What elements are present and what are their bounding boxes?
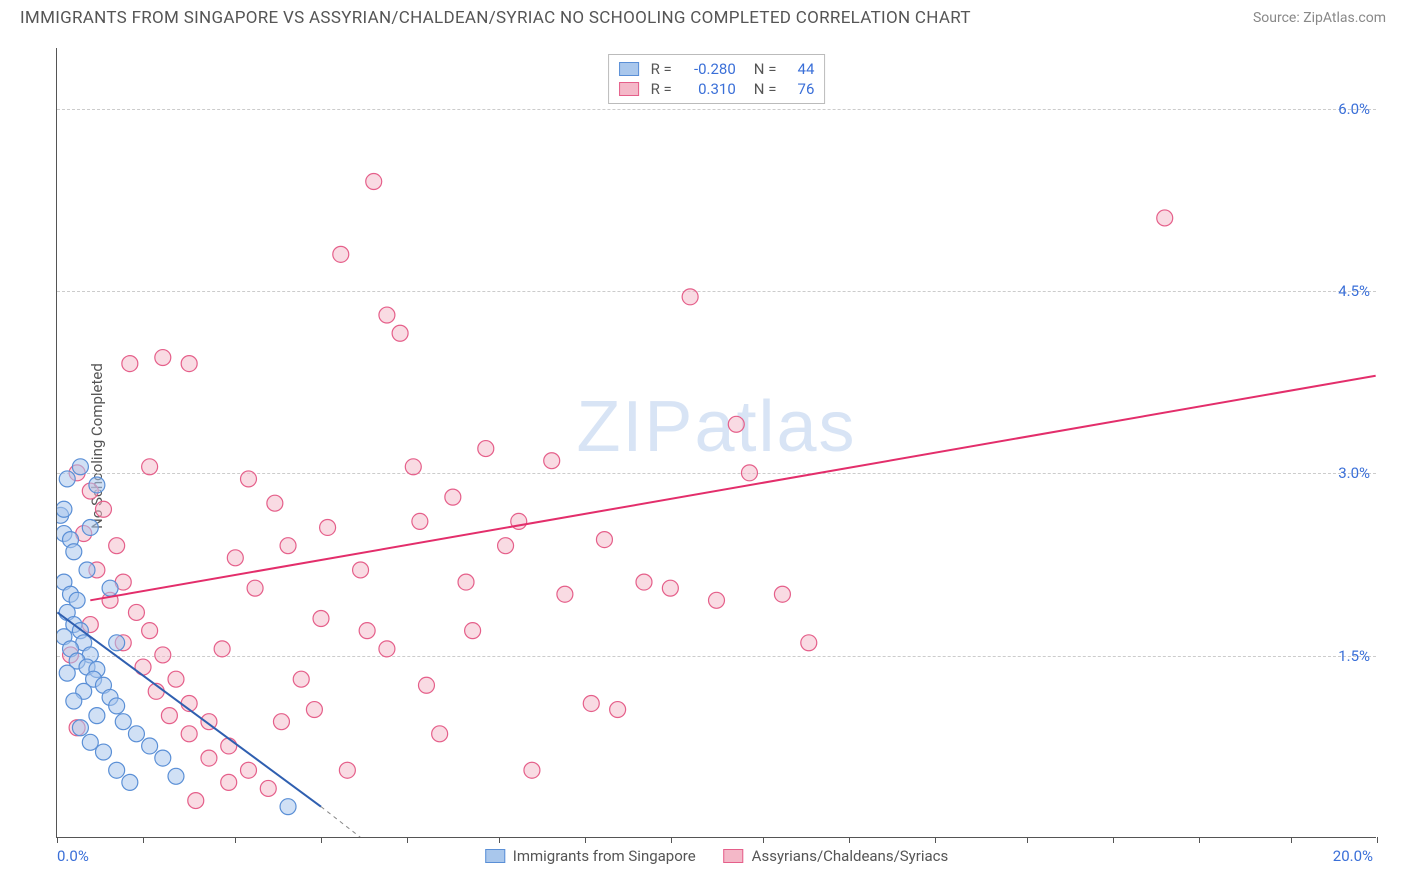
swatch-singapore <box>619 62 639 76</box>
legend-item-singapore: Immigrants from Singapore <box>485 847 696 865</box>
legend-row-assyrian: R = 0.310 N = 76 <box>619 79 815 99</box>
swatch-assyrian-bottom <box>724 849 744 863</box>
legend-item-assyrian: Assyrians/Chaldeans/Syriacs <box>724 847 949 865</box>
chart-header: IMMIGRANTS FROM SINGAPORE VS ASSYRIAN/CH… <box>0 0 1406 32</box>
series-legend: Immigrants from Singapore Assyrians/Chal… <box>485 847 949 865</box>
scatter-plot-svg <box>57 48 1376 837</box>
swatch-assyrian <box>619 82 639 96</box>
chart-plot-area: ZIPatlas 1.5%3.0%4.5%6.0% 0.0%20.0% R = … <box>56 48 1376 838</box>
legend-row-singapore: R = -0.280 N = 44 <box>619 59 815 79</box>
swatch-singapore-bottom <box>485 849 505 863</box>
chart-title: IMMIGRANTS FROM SINGAPORE VS ASSYRIAN/CH… <box>20 8 971 28</box>
correlation-legend: R = -0.280 N = 44 R = 0.310 N = 76 <box>608 54 826 104</box>
x-tick-label: 0.0% <box>57 847 89 865</box>
chart-source: Source: ZipAtlas.com <box>1253 10 1386 26</box>
x-tick-label: 20.0% <box>1333 847 1373 865</box>
